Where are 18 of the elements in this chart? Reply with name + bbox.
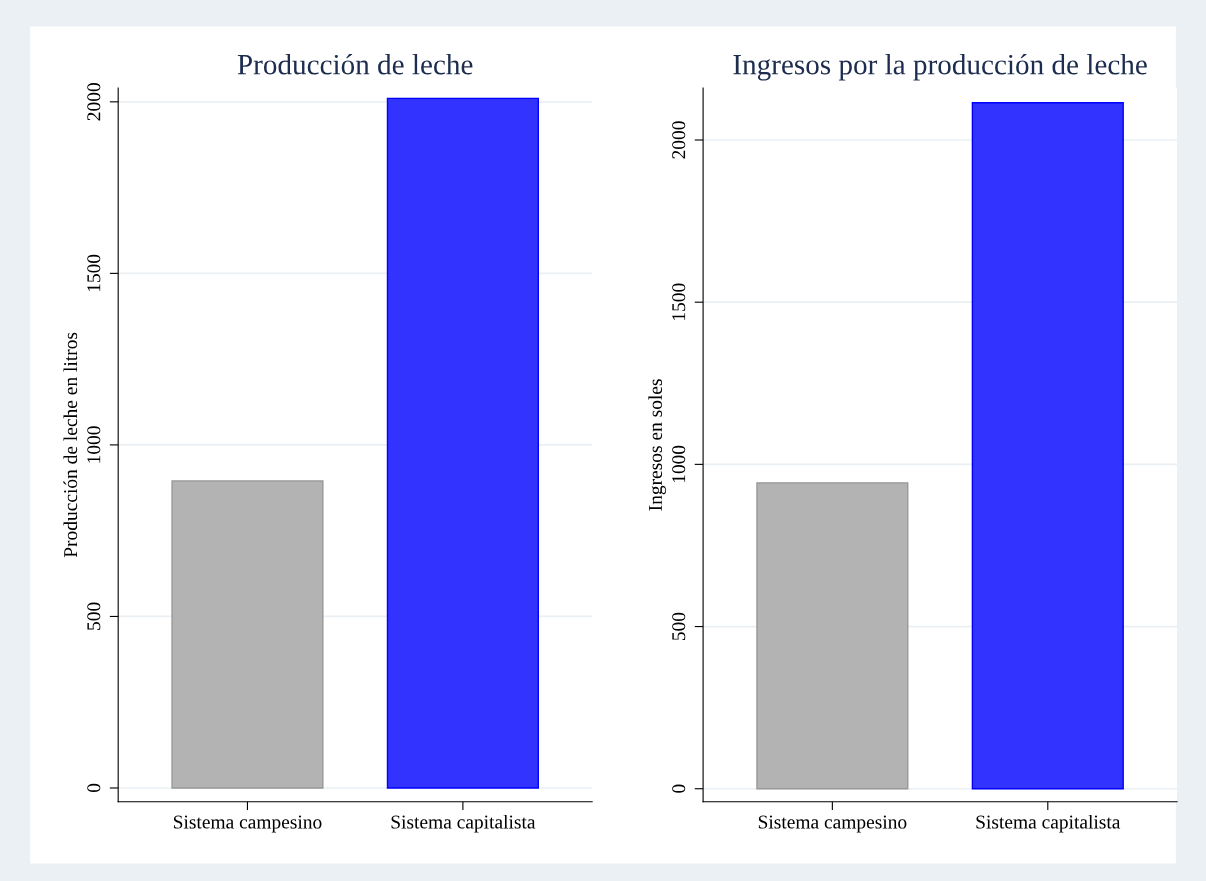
chart-title: Ingresos por la producción de leche (733, 53, 1147, 81)
y-axis-title: Ingresos en soles (648, 379, 667, 511)
y-tick-label: 1000 (87, 426, 101, 463)
x-tick-label: Sistema capitalista (391, 814, 536, 833)
y-tick-label: 500 (672, 612, 686, 640)
y-tick-label: 2000 (87, 83, 101, 121)
y-tick-label: 2000 (672, 121, 686, 159)
y-tick-label: 0 (87, 783, 101, 793)
x-tick-label: Sistema capitalista (976, 814, 1121, 833)
y-tick-label: 1500 (87, 254, 101, 292)
x-tick-label: Sistema campesino (758, 815, 907, 833)
chart-title: Producción de leche (237, 53, 473, 75)
x-tick-label: Sistema campesino (173, 815, 322, 833)
y-axis-title: Producción de leche en litros (63, 332, 78, 558)
y-tick-label: 500 (87, 602, 101, 630)
y-tick-label: 1500 (672, 283, 686, 320)
y-tick-label: 0 (672, 784, 686, 793)
y-tick-label: 1000 (672, 445, 686, 483)
